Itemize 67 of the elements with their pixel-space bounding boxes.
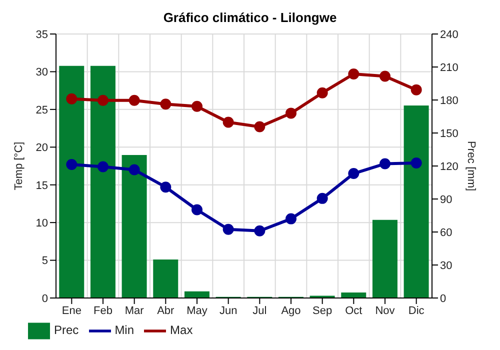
bar [122,155,147,298]
y2-tick-label: 30 [440,260,452,272]
point [128,164,140,176]
point [286,108,296,119]
point [222,224,234,235]
point [316,87,328,98]
point [66,158,78,170]
legend-label: Prec [54,323,79,338]
point [410,84,422,96]
legend-label: Max [170,323,193,338]
y-tick-label: 5 [42,255,48,268]
x-tick-label: Dic [408,304,425,317]
x-tick-label: Mar [124,304,144,317]
point [98,161,108,172]
bar [59,66,84,298]
y2-tick-label: 90 [440,194,452,206]
bar [90,66,116,298]
bar [372,220,398,298]
bar [153,260,178,298]
x-tick-label: Jul [252,304,267,317]
bar [341,292,366,298]
y-tick-label: 30 [36,66,48,79]
y2-tick-label: 0 [440,292,446,305]
y2-tick-label: 150 [440,128,458,140]
point [286,213,296,224]
x-tick-label: May [186,304,208,317]
point [128,94,140,106]
y-tick-label: 15 [36,180,48,192]
y-tick-label: 35 [36,28,48,41]
point [380,70,390,82]
point [192,204,202,216]
bar [404,106,429,298]
point [348,68,360,80]
point [98,94,108,106]
x-tick-label: Ago [281,304,301,317]
point [160,98,172,110]
x-tick-label: Abr [157,304,175,317]
y2-tick-label: 210 [440,62,458,74]
y2-axis-title: Prec [mm] [465,140,478,192]
point [222,116,234,128]
point [66,93,78,104]
y-tick-label: 10 [36,217,48,230]
y-tick-label: 20 [36,142,48,154]
y2-tick-label: 180 [440,94,458,107]
point [410,157,422,168]
point [316,192,328,204]
point [254,225,266,236]
y2-tick-label: 120 [440,160,458,173]
y-tick-label: 0 [42,292,48,305]
x-tick-label: Ene [62,304,82,317]
point [192,100,202,112]
legend-label: Min [114,323,134,338]
x-tick-label: Jun [219,304,238,317]
y-axis-title: Temp [°C] [12,142,25,190]
point [254,121,266,132]
y-tick-label: 25 [36,104,48,116]
point [380,158,390,170]
x-tick-label: Sep [312,304,332,317]
y2-tick-label: 240 [440,28,458,41]
point [348,168,360,180]
x-tick-label: Nov [375,304,396,317]
x-tick-label: Feb [94,304,112,317]
point [160,182,172,193]
chart-title: Gráfico climático - Lilongwe [162,10,338,25]
x-tick-label: Oct [345,304,362,317]
bar [184,291,210,298]
y2-tick-label: 60 [440,226,452,239]
